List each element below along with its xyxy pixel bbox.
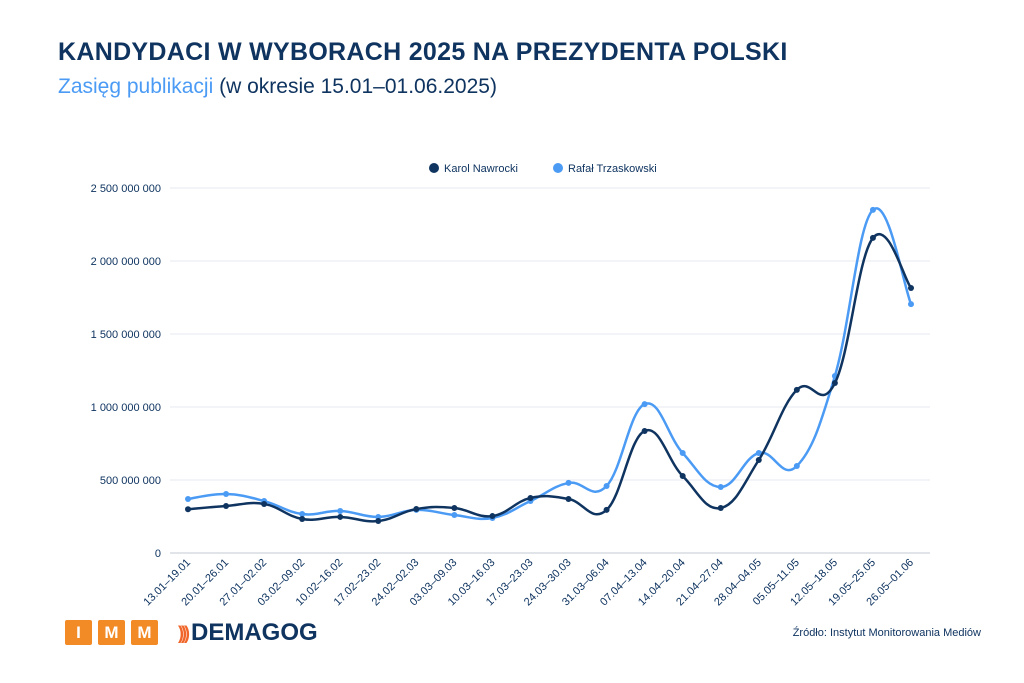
data-point <box>261 500 268 507</box>
imm-logo-letter: M <box>131 620 158 645</box>
y-tick-label: 500 000 000 <box>100 475 161 487</box>
data-point <box>641 401 648 408</box>
legend-marker <box>429 163 439 173</box>
signal-waves-icon: ))) <box>178 622 190 643</box>
data-point <box>375 518 382 525</box>
data-point <box>299 515 306 522</box>
demagog-logo: ))) DEMAGOG <box>178 619 318 647</box>
data-point <box>451 505 458 512</box>
subtitle-highlight: Zasięg publikacji <box>58 75 214 98</box>
data-point <box>223 502 230 509</box>
data-point <box>565 495 572 502</box>
data-point <box>185 495 191 502</box>
legend-marker <box>553 163 563 173</box>
data-point <box>679 473 686 480</box>
y-tick-label: 1 500 000 000 <box>91 329 161 341</box>
data-point <box>679 449 686 456</box>
data-point <box>755 449 762 456</box>
chart-title: KANDYDACI W WYBORACH 2025 NA PREZYDENTA … <box>58 38 788 66</box>
data-point <box>793 386 800 393</box>
data-point <box>223 491 230 498</box>
legend-label: Karol Nawrocki <box>444 163 518 175</box>
data-point <box>755 456 762 463</box>
data-point <box>908 301 914 308</box>
imm-logo-letter: M <box>98 620 125 645</box>
data-point <box>641 427 648 434</box>
data-point <box>603 506 610 513</box>
data-point <box>869 206 876 213</box>
data-point <box>908 285 914 292</box>
data-point <box>527 494 534 501</box>
legend-label: Rafał Trzaskowski <box>568 163 657 175</box>
imm-logo-letter: I <box>65 620 92 645</box>
data-point <box>793 462 800 469</box>
data-point <box>717 505 724 512</box>
data-point <box>717 484 724 491</box>
y-tick-label: 1 000 000 000 <box>91 402 161 414</box>
series-line <box>187 207 913 521</box>
data-point <box>337 513 344 520</box>
imm-logo: I M M <box>65 620 158 645</box>
data-point <box>831 380 838 387</box>
data-point <box>299 511 306 518</box>
demagog-logo-text: DEMAGOG <box>190 619 318 646</box>
data-point <box>451 512 458 519</box>
y-tick-label: 2 000 000 000 <box>91 256 161 268</box>
data-point <box>869 234 876 241</box>
data-point <box>603 482 610 489</box>
source-note: Źródło: Instytut Monitorowania Mediów <box>792 627 981 639</box>
subtitle-period: (w okresie 15.01–01.06.2025) <box>219 75 497 98</box>
chart-subtitle: Zasięg publikacji (w okresie 15.01–01.06… <box>58 75 497 99</box>
data-point <box>565 479 572 486</box>
series-line <box>187 233 913 523</box>
data-point <box>337 507 344 514</box>
data-point <box>413 506 420 513</box>
data-point <box>185 506 191 513</box>
y-tick-label: 2 500 000 000 <box>91 183 161 195</box>
y-tick-label: 0 <box>155 548 161 560</box>
data-point <box>489 513 496 520</box>
